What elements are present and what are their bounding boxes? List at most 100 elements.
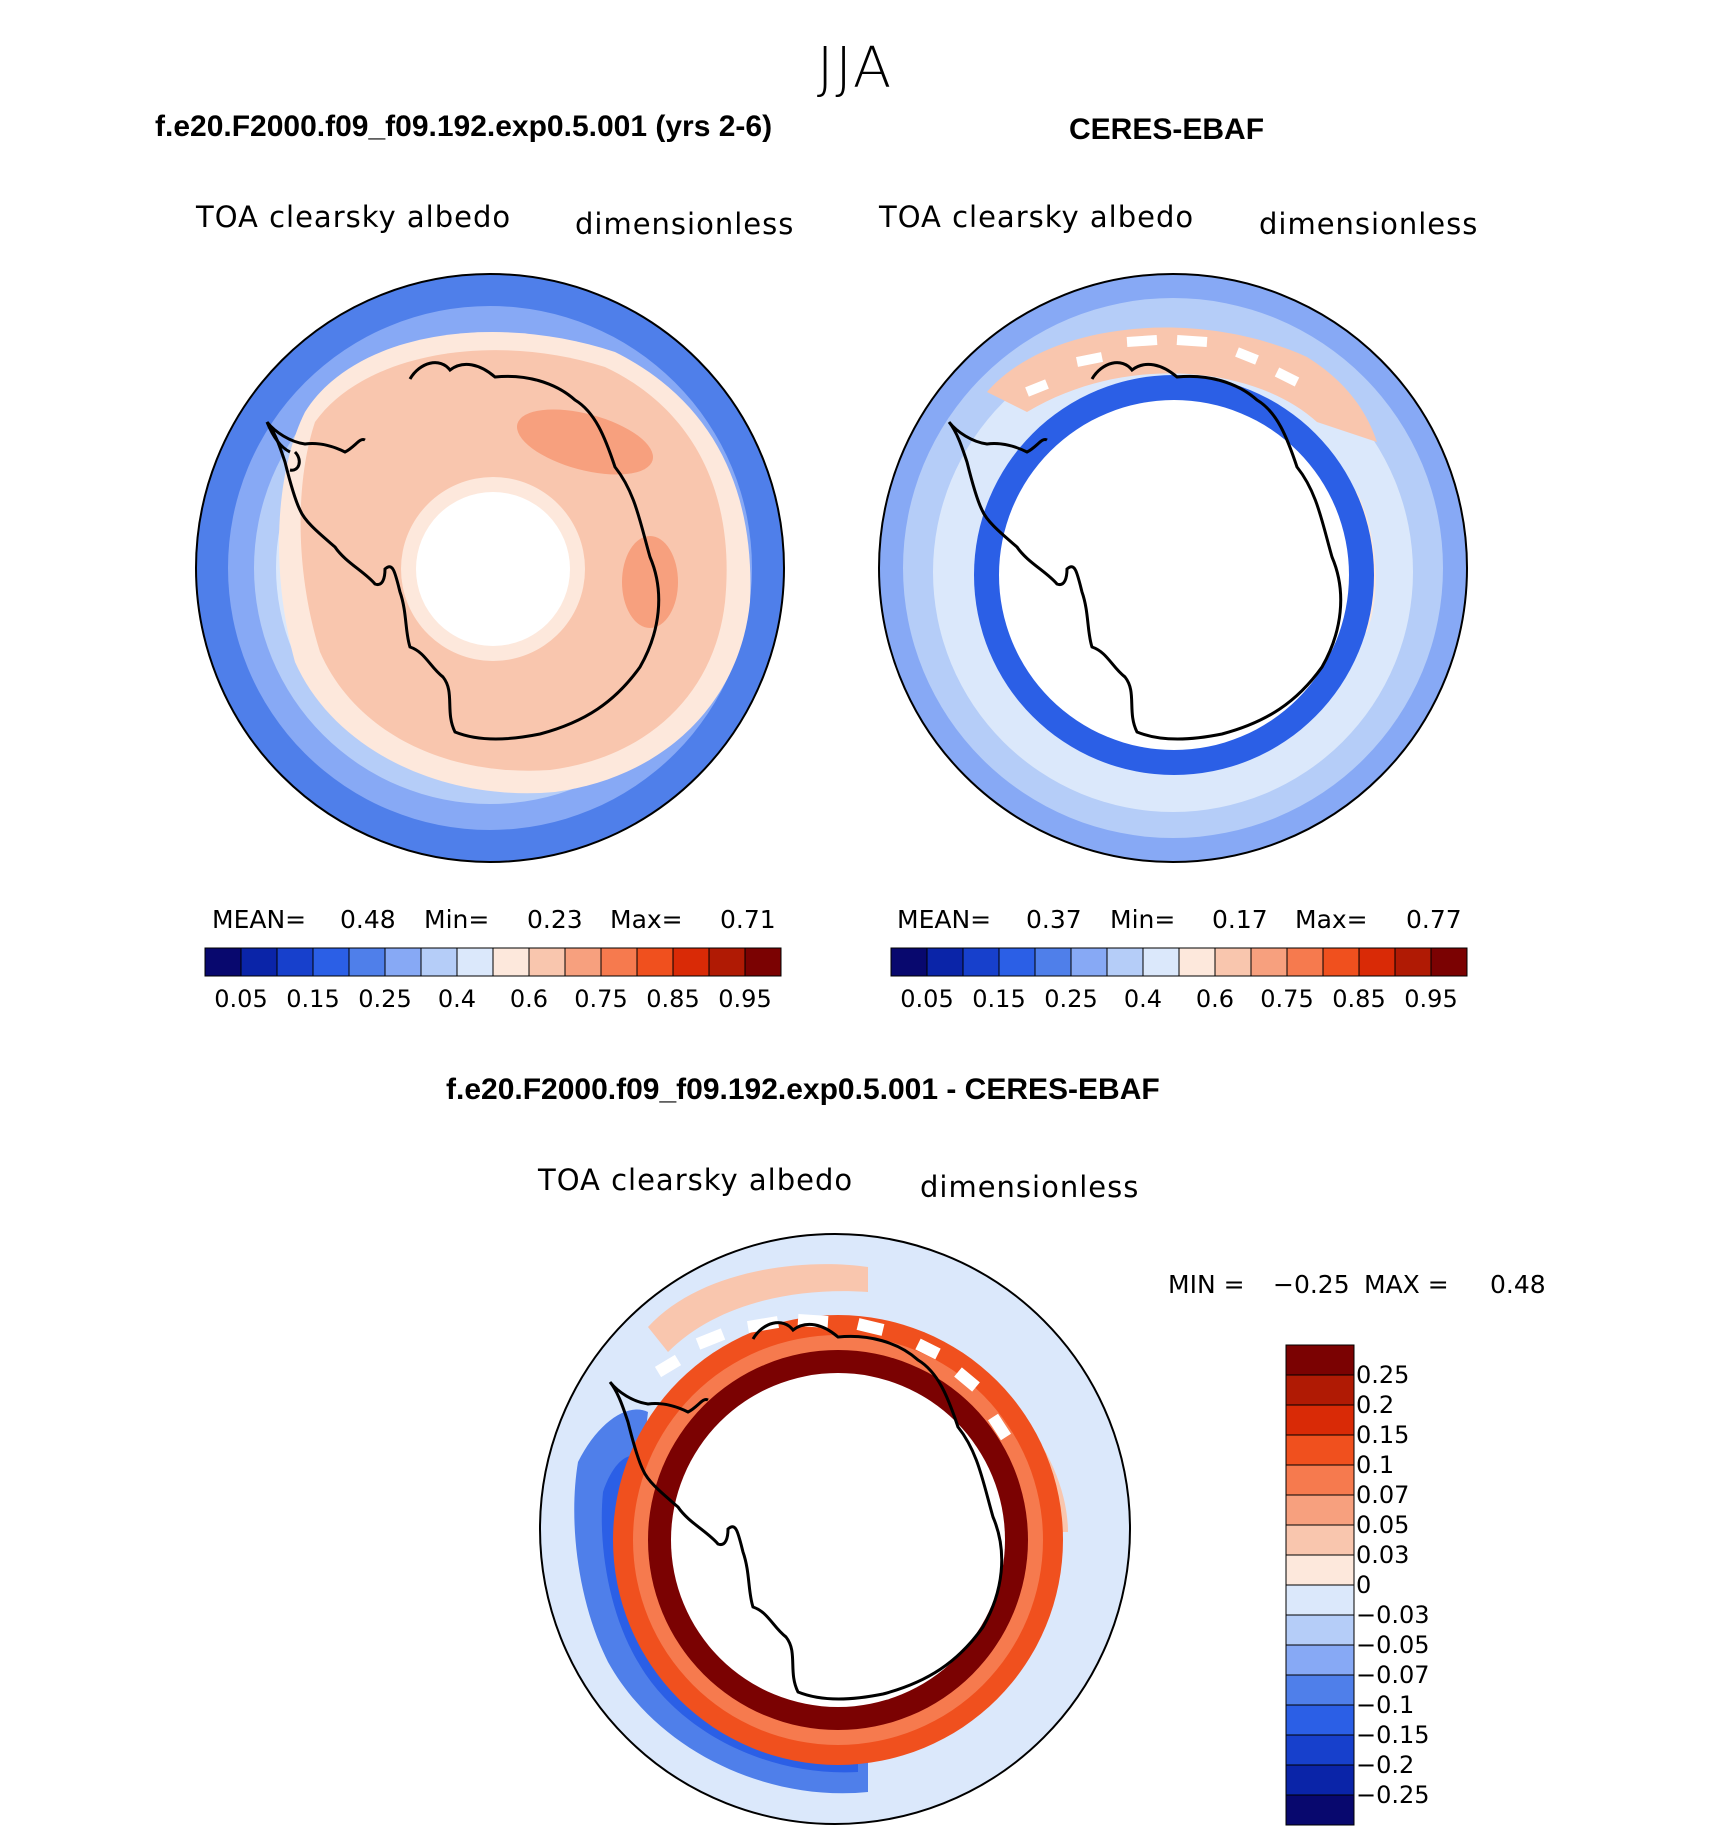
diff-colorbar-tick-label: 0.05 (1356, 1511, 1410, 1539)
diff-colorbar-swatch (1285, 1374, 1355, 1406)
diff-min-label: MIN = (1168, 1270, 1245, 1299)
model-polar-gap (416, 492, 570, 646)
model-colorbar-tick-label: 0.6 (509, 985, 549, 1013)
diff-colorbar-swatch (1285, 1584, 1355, 1616)
diff-colorbar-tick-label: 0.2 (1356, 1391, 1395, 1419)
obs-colorbar-swatch (1322, 947, 1360, 977)
obs-map-border (878, 273, 1468, 863)
obs-colorbar-swatch (1214, 947, 1252, 977)
obs-colorbar-swatch (1106, 947, 1144, 977)
diff-colorbar-tick-label: −0.05 (1356, 1631, 1430, 1659)
diff-polar-map (539, 1233, 1131, 1825)
model-colorbar-swatch (312, 947, 350, 977)
obs-colorbar-swatch (1034, 947, 1072, 977)
model-colorbar-tick-label: 0.85 (646, 985, 700, 1013)
obs-colorbar-swatch (1286, 947, 1324, 977)
obs-colorbar-swatch (926, 947, 964, 977)
diff-map-border (539, 1233, 1131, 1825)
diff-colorbar-tick-label: −0.07 (1356, 1661, 1430, 1689)
obs-colorbar-swatch (1250, 947, 1288, 977)
model-colorbar-swatch (672, 947, 710, 977)
model-mean-value: 0.48 (340, 905, 396, 934)
diff-colorbar-swatch (1285, 1644, 1355, 1676)
diff-panel-title: f.e20.F2000.f09_f09.192.exp0.5.001 - CER… (446, 1073, 1160, 1106)
obs-antarctica-coastline (947, 361, 1343, 741)
model-colorbar-swatch (708, 947, 746, 977)
obs-colorbar-swatch (890, 947, 928, 977)
obs-mean-label: MEAN= (897, 905, 992, 934)
obs-colorbar-swatch (1070, 947, 1108, 977)
obs-gap-patches (1025, 335, 1300, 397)
model-peninsula-outline (265, 421, 301, 472)
obs-colorbar-tick-label: 0.25 (1044, 985, 1098, 1013)
model-colorbar-tick-label: 0.4 (437, 985, 477, 1013)
diff-variable-label: TOA clearsky albedo (538, 1163, 854, 1197)
model-max-value: 0.71 (720, 905, 776, 934)
model-colorbar-tick-label: 0.75 (574, 985, 628, 1013)
obs-colorbar-swatch (962, 947, 1000, 977)
obs-variable-label: TOA clearsky albedo (879, 200, 1195, 234)
diff-colorbar (1285, 1344, 1355, 1826)
diff-colorbar-tick-label: 0.15 (1356, 1421, 1410, 1449)
obs-polar-map (878, 273, 1468, 863)
model-min-label: Min= (424, 905, 490, 934)
model-colorbar-swatch (600, 947, 638, 977)
model-colorbar-tick-label: 0.15 (286, 985, 340, 1013)
model-colorbar-swatch (384, 947, 422, 977)
obs-colorbar-tick-label: 0.95 (1404, 985, 1458, 1013)
diff-colorbar-labels: 0.25 0.2 0.15 0.1 0.07 0.05 0.03 0 −0.03 −0.05 −0.… (1356, 1345, 1476, 1825)
diff-colorbar-tick-label: −0.2 (1356, 1751, 1415, 1779)
obs-colorbar-tick-label: 0.85 (1332, 985, 1386, 1013)
diff-min-value: −0.25 (1273, 1270, 1350, 1299)
diff-colorbar-tick-label: −0.1 (1356, 1691, 1415, 1719)
model-map-border (195, 273, 785, 863)
obs-colorbar-tick-label: 0.75 (1260, 985, 1314, 1013)
diff-colorbar-tick-label: −0.25 (1356, 1781, 1430, 1809)
model-colorbar-swatch (420, 947, 458, 977)
diff-colorbar-swatch (1285, 1554, 1355, 1586)
diff-colorbar-swatch (1285, 1734, 1355, 1766)
obs-max-value: 0.77 (1406, 905, 1462, 934)
diff-colorbar-swatch (1285, 1494, 1355, 1526)
model-colorbar (204, 947, 782, 977)
model-colorbar-swatch (276, 947, 314, 977)
diff-units-label: dimensionless (920, 1170, 1140, 1204)
model-colorbar-swatch (240, 947, 278, 977)
diff-colorbar-swatch (1285, 1404, 1355, 1436)
obs-min-value: 0.17 (1212, 905, 1268, 934)
obs-colorbar-swatch (1178, 947, 1216, 977)
model-colorbar-swatch (636, 947, 674, 977)
diff-colorbar-swatch (1285, 1764, 1355, 1796)
model-panel-title: f.e20.F2000.f09_f09.192.exp0.5.001 (yrs … (155, 110, 773, 143)
diff-colorbar-swatch (1285, 1524, 1355, 1556)
model-polar-map (195, 273, 785, 863)
obs-units-label: dimensionless (1259, 207, 1479, 241)
model-colorbar-swatch (564, 947, 602, 977)
model-colorbar-labels: 0.05 0.15 0.25 0.4 0.6 0.75 0.85 0.95 (205, 985, 781, 1015)
obs-mean-value: 0.37 (1026, 905, 1082, 934)
diff-colorbar-swatch (1285, 1674, 1355, 1706)
diff-field-blue-inner (601, 1455, 858, 1773)
diff-colorbar-swatch (1285, 1344, 1355, 1376)
model-field-high-1 (516, 409, 654, 475)
obs-colorbar-tick-label: 0.15 (972, 985, 1026, 1013)
model-colorbar-swatch (204, 947, 242, 977)
diff-colorbar-tick-label: 0.25 (1356, 1361, 1410, 1389)
diff-gap-patches (654, 1314, 1012, 1441)
obs-colorbar-tick-label: 0.05 (900, 985, 954, 1013)
obs-min-label: Min= (1110, 905, 1176, 934)
diff-colorbar-swatch (1285, 1614, 1355, 1646)
diff-colorbar-swatch (1285, 1704, 1355, 1736)
model-colorbar-tick-label: 0.95 (718, 985, 772, 1013)
model-colorbar-swatch (456, 947, 494, 977)
obs-colorbar-tick-label: 0.4 (1123, 985, 1163, 1013)
diff-antarctica-coastline (608, 1321, 1004, 1701)
diff-colorbar-tick-label: 0.03 (1356, 1541, 1410, 1569)
model-antarctica-coastline (265, 361, 661, 741)
diff-max-value: 0.48 (1490, 1270, 1546, 1299)
obs-colorbar-swatch (1394, 947, 1432, 977)
diff-colorbar-swatch (1285, 1434, 1355, 1466)
obs-panel-title: CERES-EBAF (1069, 113, 1265, 146)
diff-colorbar-swatch (1285, 1794, 1355, 1826)
obs-polar-gap (999, 400, 1349, 750)
